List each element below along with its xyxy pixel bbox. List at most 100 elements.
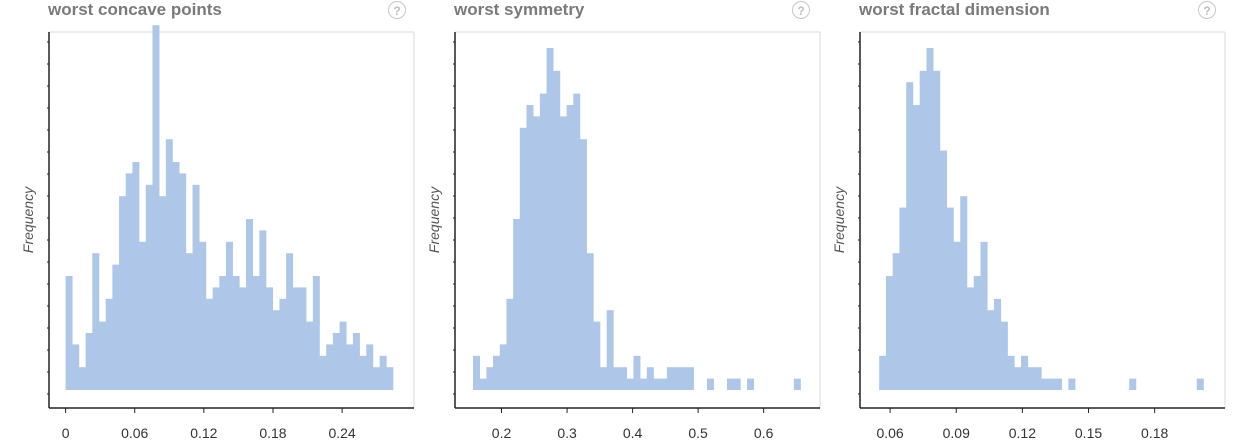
histogram-bar [339,321,347,390]
histogram-chart: 0 0.06 0.12 0.18 0.24 Frequency [20,25,415,441]
histogram-bar [686,367,694,390]
histogram-bar [586,253,594,390]
x-tick-label: 0.5 [688,425,708,441]
histogram-bar [727,378,734,390]
histogram-bar [205,298,213,390]
histogram-bar [259,230,267,390]
histogram-bar [1054,378,1062,390]
histogram-bar [926,48,934,390]
histogram-bar [145,184,153,390]
histogram-bar [326,344,334,390]
x-tick-label: 0.4 [623,425,643,441]
histogram-panel-worst-concave-points: worst concave points ? 0 0.06 0.12 0.18 0.24… [0,0,415,447]
histogram-bar [279,298,287,390]
histogram-bar [673,367,681,390]
histogram-bar [912,105,921,390]
help-icon[interactable]: ? [792,1,810,19]
histogram-bar [899,207,907,390]
help-icon[interactable]: ? [1198,1,1216,19]
histogram-bar [606,310,614,390]
histogram-bar [553,70,561,391]
histogram-chart: 0.06 0.09 0.12 0.15 0.18 Frequency [831,31,1226,441]
histogram-bar [680,367,688,390]
histogram-bar [105,298,113,390]
histogram-bar [159,196,167,390]
histogram-bar [533,116,541,391]
histogram-bar [112,264,120,390]
histogram-bar [640,378,648,390]
y-axis-label: Frequency [20,186,36,253]
histogram-bar [519,127,527,391]
histogram-bar [939,150,948,390]
histogram-bar [933,70,941,391]
histogram-bar [119,196,127,390]
histogram-bar [486,367,494,390]
x-tick-label: 0.15 [1075,425,1102,441]
histogram-bar [526,105,534,390]
histogram-bar [232,276,240,390]
histogram-bar [85,333,93,390]
x-tick-label: 0.2 [492,425,512,441]
histogram-bar [499,344,507,390]
x-tick-label: 0.06 [121,425,148,441]
histogram-bar [1027,367,1035,390]
histogram-bar [613,367,621,390]
histogram-panel-worst-fractal-dimension: worst fractal dimension ? 0.06 0.09 0.12 0.… [811,0,1226,447]
histogram-bar [593,321,601,390]
histogram-bar [539,93,547,390]
histogram-bar [600,367,607,390]
histogram-bar [125,173,133,390]
histogram-bar [219,276,227,390]
histogram-bar [152,25,160,390]
histogram-bar [212,287,220,390]
histogram-bar [579,139,587,390]
histogram-bar [546,48,554,390]
histogram-bar [513,219,521,390]
x-tick-label: 0.09 [943,425,970,441]
histogram-bar [566,105,574,390]
histogram-bar [319,355,327,390]
histogram-bar [252,276,260,390]
histogram-bar [960,196,968,390]
x-tick-label: 0.06 [876,425,903,441]
histogram-bar [312,276,320,390]
histogram-bar [185,253,193,390]
chart-title: worst concave points [48,0,222,19]
histogram-bar [980,241,988,390]
x-tick-label: 0.18 [259,425,286,441]
histogram-bar [479,378,487,390]
histogram-bar [386,367,394,390]
histogram-bar [99,321,106,390]
histogram-bar [352,333,360,390]
histogram-bar [1068,378,1076,390]
histogram-bar [139,241,147,390]
histogram-bar [666,367,674,390]
histogram-bar [885,276,893,390]
histogram-bar [892,253,900,390]
histogram-bar [1048,378,1056,390]
histogram-bar [225,241,233,390]
x-tick-label: 0.24 [328,425,355,441]
histogram-bar [286,253,294,390]
help-icon[interactable]: ? [388,1,406,19]
histogram-bar [633,355,641,390]
histogram-bar [1196,378,1204,390]
x-tick-label: 0.6 [754,425,774,441]
x-tick-label: 0.18 [1141,425,1168,441]
histogram-bar [987,310,995,390]
histogram-bar [1129,378,1137,390]
histogram-bar [299,287,307,390]
histogram-bar [78,367,86,390]
histogram-bar [292,287,300,390]
histogram-bar [359,355,367,390]
histogram-bar [706,378,714,390]
histogram-bar [199,241,207,390]
histogram-bar [973,276,981,390]
x-tick-label: 0.12 [190,425,217,441]
histogram-bar [92,253,100,390]
histogram-bar [172,162,180,390]
histogram-bar [379,355,387,390]
histogram-bar [165,139,173,390]
chart-title: worst symmetry [454,0,585,19]
histogram-bar [306,321,314,390]
